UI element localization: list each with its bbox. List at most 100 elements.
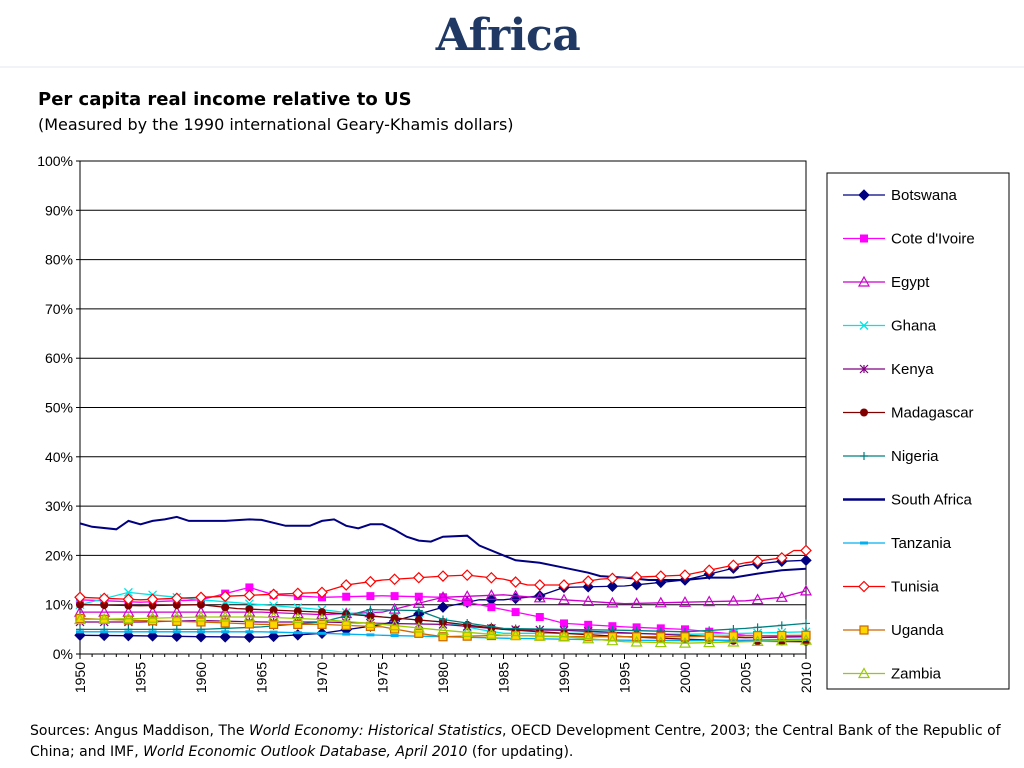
data-point bbox=[318, 631, 326, 635]
data-point bbox=[412, 621, 425, 633]
x-tick-label: 1990 bbox=[556, 662, 572, 693]
data-point bbox=[557, 593, 571, 605]
data-point bbox=[558, 579, 570, 591]
data-point bbox=[727, 635, 740, 647]
y-tick-label: 90% bbox=[45, 202, 73, 218]
data-point bbox=[606, 634, 619, 646]
data-point bbox=[509, 589, 522, 601]
data-point bbox=[799, 633, 813, 645]
legend-item-egypt: Egypt bbox=[843, 274, 930, 291]
data-point bbox=[678, 595, 692, 607]
data-point bbox=[439, 615, 447, 624]
data-point bbox=[100, 630, 109, 634]
data-point bbox=[390, 634, 399, 638]
x-axis-ticks: 1950 1955 1960 1965 1970 1975 1980 1985 1990 1995… bbox=[72, 654, 814, 693]
data-point bbox=[414, 606, 423, 615]
legend-label: Madagascar bbox=[891, 405, 974, 422]
data-point bbox=[461, 626, 474, 637]
series-tunisia bbox=[74, 544, 812, 606]
data-point bbox=[76, 630, 84, 634]
data-point bbox=[291, 587, 304, 600]
data-point bbox=[727, 559, 740, 572]
legend-label: Zambia bbox=[891, 666, 942, 683]
data-point bbox=[485, 571, 498, 584]
data-point bbox=[74, 591, 86, 604]
data-point bbox=[390, 606, 399, 615]
data-point bbox=[654, 596, 667, 608]
data-point bbox=[753, 623, 762, 632]
y-tick-label: 60% bbox=[45, 350, 73, 366]
data-point bbox=[219, 590, 232, 603]
data-point bbox=[582, 575, 595, 587]
data-point bbox=[221, 603, 230, 612]
legend-label: Kenya bbox=[891, 361, 934, 378]
legend-marker bbox=[859, 625, 869, 635]
data-point bbox=[196, 617, 206, 627]
data-point bbox=[654, 570, 667, 582]
data-point bbox=[318, 608, 326, 617]
data-point bbox=[487, 603, 496, 612]
data-point bbox=[342, 632, 351, 636]
data-point bbox=[366, 633, 375, 637]
data-point bbox=[533, 629, 546, 641]
data-point bbox=[124, 630, 133, 634]
legend-marker bbox=[859, 321, 869, 330]
data-point bbox=[606, 580, 619, 592]
data-point bbox=[269, 606, 278, 615]
x-tick-label: 1955 bbox=[133, 662, 149, 693]
legend-label: Tunisia bbox=[891, 579, 939, 596]
data-point bbox=[364, 617, 377, 629]
data-point bbox=[170, 605, 183, 617]
data-point bbox=[390, 614, 399, 623]
data-point bbox=[148, 601, 157, 610]
data-point bbox=[680, 632, 690, 642]
data-point bbox=[98, 592, 111, 605]
data-point bbox=[269, 630, 278, 634]
data-point bbox=[146, 630, 159, 642]
data-point bbox=[267, 611, 280, 623]
data-point bbox=[606, 572, 619, 585]
legend-marker bbox=[860, 541, 868, 545]
legend-item-uganda: Uganda bbox=[843, 622, 944, 639]
title-divider bbox=[0, 66, 1024, 68]
data-point bbox=[751, 555, 764, 568]
data-point bbox=[584, 620, 593, 629]
data-point bbox=[436, 624, 450, 635]
series-line-zambia bbox=[79, 616, 807, 644]
data-point bbox=[269, 619, 279, 630]
data-point bbox=[775, 634, 788, 646]
data-point bbox=[461, 590, 474, 601]
y-tick-label: 10% bbox=[45, 597, 73, 613]
y-axis-ticks: 0% 10% 20% 30% 40% 50% 60% 70% 80% 90% 100% bbox=[37, 153, 80, 662]
x-tick-label: 1975 bbox=[375, 662, 391, 693]
data-point bbox=[388, 573, 401, 586]
y-tick-label: 40% bbox=[45, 449, 73, 465]
data-point bbox=[267, 588, 280, 601]
legend-label: Nigeria bbox=[891, 448, 939, 465]
x-tick-label: 1960 bbox=[193, 662, 209, 693]
data-point bbox=[170, 611, 183, 623]
data-point bbox=[412, 571, 425, 584]
data-point bbox=[146, 611, 159, 623]
data-point bbox=[509, 629, 522, 641]
legend-marker bbox=[858, 189, 870, 201]
series-lines bbox=[73, 515, 813, 648]
data-point bbox=[221, 630, 230, 634]
legend-marker bbox=[860, 408, 868, 417]
legend-marker bbox=[858, 580, 870, 593]
data-point bbox=[703, 564, 716, 577]
x-tick-label: 1970 bbox=[314, 662, 330, 693]
data-point bbox=[195, 631, 207, 643]
data-point bbox=[437, 570, 449, 582]
data-point bbox=[557, 630, 571, 642]
x-tick-label: 2000 bbox=[677, 662, 693, 693]
data-point bbox=[100, 601, 109, 610]
sources-note: Sources: Angus Maddison, The World Econo… bbox=[30, 721, 1010, 763]
data-point bbox=[533, 591, 546, 603]
data-point bbox=[219, 610, 232, 622]
x-tick-label: 1980 bbox=[435, 662, 451, 693]
data-point bbox=[220, 618, 230, 628]
series-zambia bbox=[73, 610, 813, 648]
data-point bbox=[775, 591, 788, 602]
legend-item-nigeria: Nigeria bbox=[843, 448, 939, 465]
